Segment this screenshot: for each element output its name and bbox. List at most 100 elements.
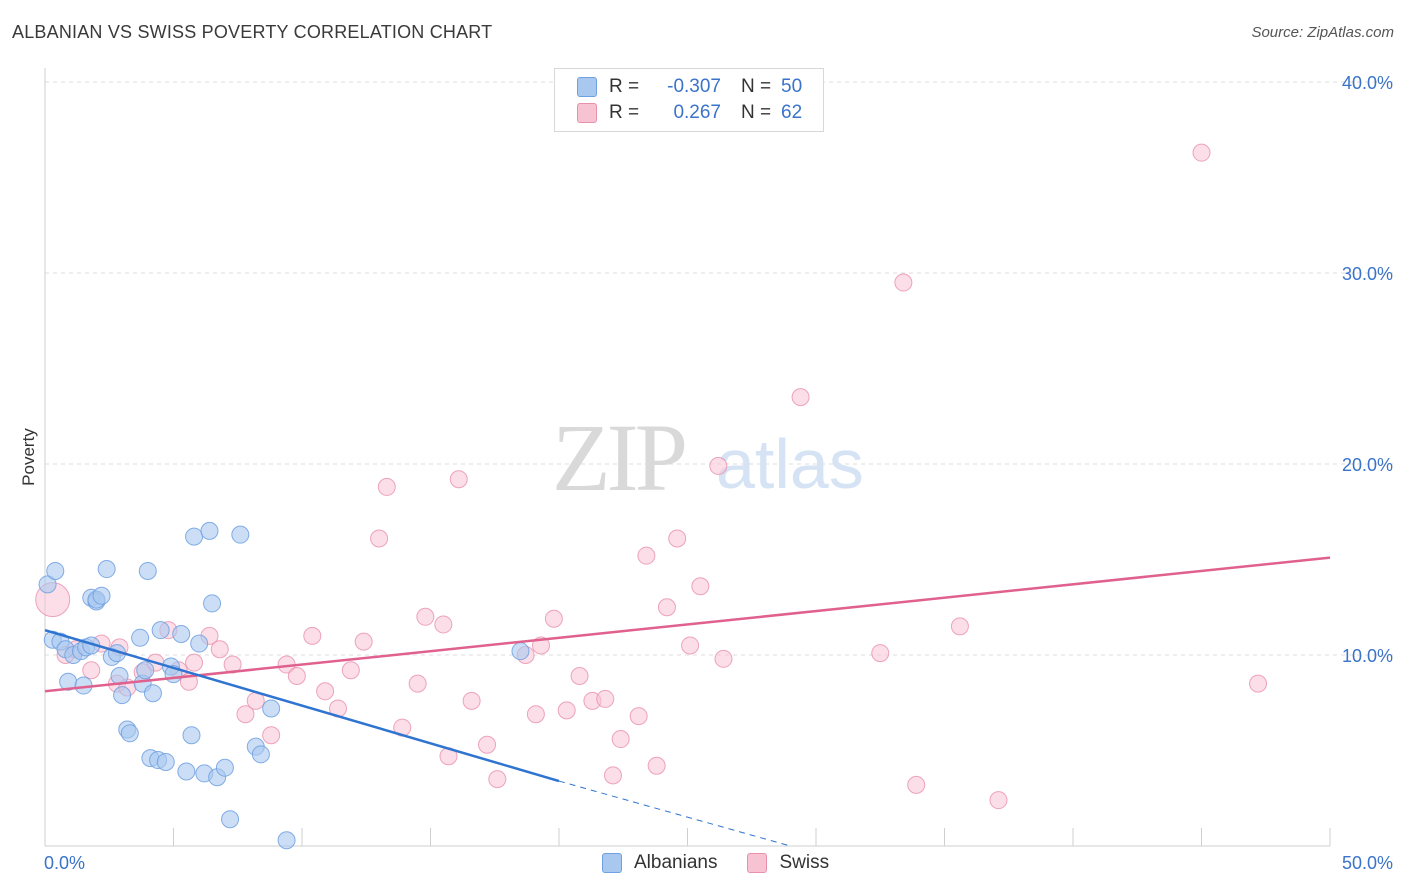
y-tick-label: 40.0% xyxy=(1342,73,1393,93)
trend-lines xyxy=(44,556,1331,847)
legend-label-albanians: Albanians xyxy=(634,852,718,873)
albanian-point xyxy=(182,726,201,745)
legend-label-swiss: Swiss xyxy=(779,852,830,873)
albanian-point xyxy=(251,745,270,764)
swiss-point xyxy=(611,730,630,749)
legend-swatch-albanians xyxy=(577,77,597,97)
albanian-point xyxy=(172,624,191,643)
swiss-point xyxy=(354,632,373,651)
swiss-point xyxy=(449,470,468,489)
tick-labels: 10.0% 20.0% 30.0% 40.0% 0.0% 50.0% xyxy=(44,73,1393,873)
swiss-point xyxy=(287,667,306,686)
albanian-point xyxy=(185,527,204,546)
swiss-point xyxy=(709,456,728,475)
series-legend: Albanians Swiss xyxy=(602,852,859,874)
swiss-point xyxy=(434,615,453,634)
legend-n-label: N = xyxy=(741,76,772,97)
swiss-point xyxy=(262,726,281,745)
albanian-point xyxy=(113,686,132,705)
swiss-point xyxy=(526,705,545,724)
grid-lines xyxy=(45,81,1395,656)
x-tick-label: 50.0% xyxy=(1342,853,1393,873)
swiss-point xyxy=(316,682,335,701)
chart-source: Source: ZipAtlas.com xyxy=(1251,24,1394,41)
albanian-point xyxy=(277,831,296,850)
swiss-point xyxy=(691,577,710,596)
swiss-point xyxy=(377,477,396,496)
swiss-point xyxy=(478,735,497,754)
swiss-point xyxy=(557,701,576,720)
albanian-point xyxy=(231,525,250,544)
swiss-point xyxy=(82,661,101,680)
albanian-point xyxy=(143,684,162,703)
albanian-point xyxy=(38,575,57,594)
legend-item-albanians[interactable]: Albanians xyxy=(602,852,717,874)
swiss-point xyxy=(544,609,563,628)
legend-r-label: R = xyxy=(609,102,640,123)
swiss-point xyxy=(1249,674,1268,693)
swiss-point xyxy=(681,636,700,655)
swiss-point xyxy=(871,644,890,663)
albanian-point xyxy=(120,724,139,743)
legend-swatch-swiss xyxy=(747,853,768,873)
albanian-point xyxy=(190,634,209,653)
albanian-point xyxy=(221,810,240,829)
swiss-point xyxy=(950,617,969,636)
albanian-point xyxy=(151,621,170,640)
swiss-point xyxy=(570,667,589,686)
swiss-point xyxy=(647,756,666,775)
albanian-point xyxy=(203,594,222,613)
swiss-trend-line xyxy=(44,556,1331,693)
swiss-point xyxy=(894,273,913,292)
swiss-point xyxy=(488,770,507,789)
legend-n-value: 50 xyxy=(781,76,803,97)
albanian-point xyxy=(131,628,150,647)
albanian-point xyxy=(177,762,196,781)
legend-row-albanians: R = -0.307 N = 50 xyxy=(577,74,802,100)
swiss-point xyxy=(596,689,615,708)
legend-row-swiss: R = 0.267 N = 62 xyxy=(577,100,802,126)
y-tick-label: 20.0% xyxy=(1342,455,1393,475)
albanian-point xyxy=(262,699,281,718)
albanian-point xyxy=(97,560,116,579)
swiss-points xyxy=(35,143,1268,810)
axes xyxy=(44,68,1331,847)
swiss-point xyxy=(408,674,427,693)
swiss-point xyxy=(637,546,656,565)
x-tick-label: 0.0% xyxy=(44,853,85,873)
albanian-point xyxy=(46,561,65,580)
swiss-point xyxy=(370,529,389,548)
legend-item-swiss[interactable]: Swiss xyxy=(747,852,829,874)
swiss-point xyxy=(791,388,810,407)
legend-swatch-albanians xyxy=(602,853,622,873)
swiss-point xyxy=(341,661,360,680)
stats-legend: R = -0.307 N = 50 R = 0.267 N = 62 xyxy=(554,68,824,132)
swiss-point xyxy=(603,766,622,785)
y-tick-label: 30.0% xyxy=(1342,264,1393,284)
swiss-point xyxy=(714,649,733,668)
watermark-zip: ZIP xyxy=(552,404,685,511)
albanian-point xyxy=(156,752,175,771)
y-tick-label: 10.0% xyxy=(1342,646,1393,666)
swiss-point xyxy=(303,626,322,645)
albanian-point xyxy=(136,661,155,680)
albanian-point xyxy=(200,521,219,540)
swiss-point xyxy=(185,653,204,672)
albanian-point xyxy=(511,642,530,661)
y-axis-label: Poverty xyxy=(19,428,38,486)
swiss-point xyxy=(223,655,242,674)
albanian-trend-line xyxy=(44,628,560,783)
swiss-point xyxy=(416,607,435,626)
swiss-point xyxy=(629,707,648,726)
swiss-point xyxy=(462,691,481,710)
legend-swatch-swiss xyxy=(577,103,597,123)
swiss-point xyxy=(657,598,676,617)
watermark-atlas: atlas xyxy=(716,425,864,503)
legend-r-value: -0.307 xyxy=(667,76,721,97)
albanian-point xyxy=(138,561,157,580)
watermark: ZIP atlas xyxy=(552,404,864,511)
swiss-point xyxy=(668,529,687,548)
albanian-point xyxy=(215,758,234,777)
legend-r-value: 0.267 xyxy=(673,102,721,123)
